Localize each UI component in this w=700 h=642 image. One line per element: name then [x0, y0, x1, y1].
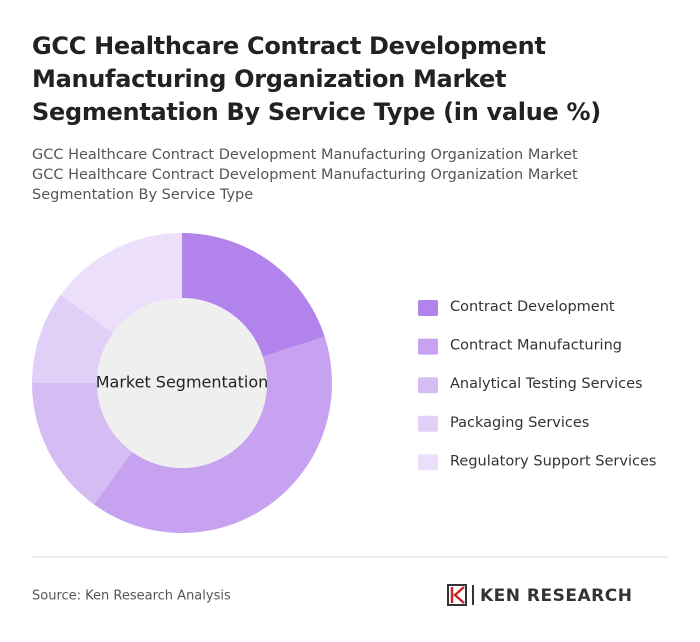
subtitle-line: GCC Healthcare Contract Development Manu… [32, 147, 578, 163]
donut-slice [182, 233, 325, 357]
legend-swatch [418, 415, 438, 432]
legend-swatch [418, 377, 438, 394]
legend-swatch [418, 300, 438, 316]
donut-slice [60, 233, 183, 334]
donut-slice [32, 383, 133, 505]
donut-hole [97, 298, 267, 468]
chart-title: GCC Healthcare Contract Development Manu… [32, 32, 601, 126]
subtitle: GCC Healthcare Contract Development Manu… [32, 145, 672, 205]
legend-label: Contract Development [450, 299, 615, 315]
legend-swatch [418, 338, 438, 355]
legend-label: Contract Manufacturing [450, 338, 622, 354]
logo-text: KEN RESEARCH [480, 586, 632, 606]
legend-label: Analytical Testing Services [450, 376, 643, 392]
subtitle-line: GCC Healthcare Contract Development Manu… [32, 167, 578, 203]
logo-icon [447, 584, 474, 606]
donut-slice [93, 336, 332, 533]
legend-label: Regulatory Support Services [450, 453, 656, 469]
center-label: Market Segmentation [96, 373, 269, 392]
legend-swatch [418, 454, 438, 471]
donut-slice [32, 294, 114, 383]
source: Source: Ken Research Analysis [32, 589, 231, 604]
legend-label: Packaging Services [450, 415, 589, 431]
